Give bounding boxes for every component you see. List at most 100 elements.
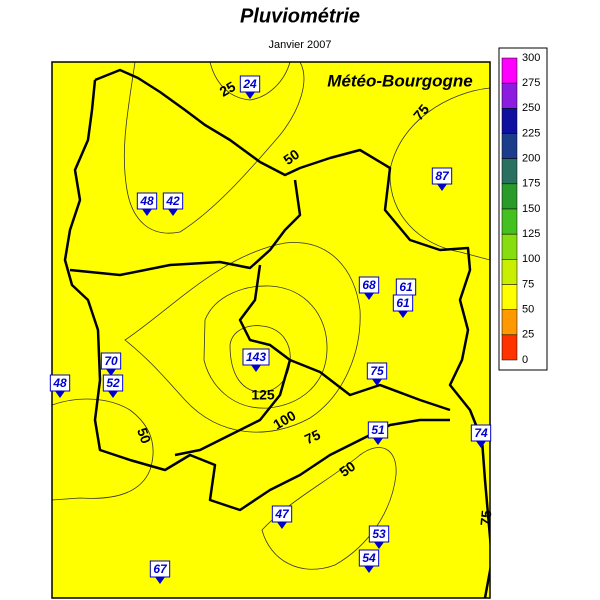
station-pin — [251, 365, 261, 372]
station: 87 — [431, 167, 453, 191]
legend-label: 125 — [522, 228, 540, 240]
station-pin — [373, 438, 383, 445]
station-value: 48 — [52, 376, 67, 390]
station-value: 61 — [399, 280, 413, 294]
legend-swatch — [501, 284, 518, 310]
legend-label: 225 — [522, 127, 540, 139]
station: 53 — [368, 525, 390, 549]
legend-swatch — [501, 259, 518, 285]
region-border — [63, 79, 450, 512]
station: 42 — [162, 192, 184, 216]
station-value: 143 — [246, 350, 266, 364]
station: 61 — [392, 294, 414, 318]
station-value: 70 — [104, 354, 118, 368]
station-pin — [398, 311, 408, 318]
legend-label: 275 — [522, 77, 540, 89]
station-box — [431, 167, 453, 185]
legend-swatch — [501, 183, 518, 210]
legend-label: 250 — [522, 102, 540, 114]
legend-swatch — [501, 158, 518, 185]
station-box — [358, 549, 380, 567]
station-box — [392, 294, 414, 312]
legend-swatch — [501, 57, 518, 84]
station-value: 54 — [362, 551, 376, 565]
station-box — [149, 560, 171, 578]
station: 51 — [367, 421, 389, 445]
zone-0-25 — [209, 62, 291, 101]
zone-25-50 — [52, 398, 154, 501]
station-pin — [168, 209, 178, 216]
station-pin — [277, 522, 287, 529]
station-value: 47 — [274, 507, 290, 521]
legend-swatch — [501, 334, 518, 361]
brand: Météo-Bourgogne — [327, 71, 472, 90]
station-box — [242, 348, 270, 366]
zone-75-100 — [124, 242, 361, 433]
station: 24 — [239, 75, 261, 99]
legend-swatch — [501, 133, 518, 159]
station: 68 — [358, 276, 380, 300]
station-value: 51 — [371, 423, 385, 437]
legend-label: 175 — [522, 178, 540, 190]
station-box — [470, 424, 492, 442]
station: 74 — [470, 424, 492, 448]
station-value: 48 — [139, 194, 154, 208]
contour-label: 75 — [302, 426, 323, 447]
station-value: 68 — [362, 278, 376, 292]
station-box — [358, 276, 380, 294]
zone-25-50 — [261, 447, 397, 570]
station: 143 — [242, 348, 270, 372]
station: 47 — [271, 505, 293, 529]
legend-swatch — [501, 233, 518, 260]
department-border — [174, 359, 292, 457]
station-pin — [437, 184, 447, 191]
station-pin — [155, 577, 165, 584]
station-value: 52 — [106, 376, 120, 390]
station: 52 — [102, 374, 124, 398]
legend-label: 150 — [522, 203, 540, 215]
legend-label: 25 — [522, 329, 534, 341]
station-value: 61 — [396, 296, 410, 310]
station-box — [368, 525, 390, 543]
contour-label: 75 — [477, 509, 494, 526]
station-pin — [476, 441, 486, 448]
station: 54 — [358, 549, 380, 573]
legend-swatch — [501, 82, 518, 109]
station-box — [239, 75, 261, 93]
legend-label: 0 — [522, 354, 528, 366]
station-pin — [55, 391, 65, 398]
legend-label: 75 — [522, 278, 534, 290]
legend-swatch — [501, 108, 518, 134]
station-box — [49, 374, 71, 392]
station: 67 — [149, 560, 171, 584]
station-value: 24 — [242, 77, 257, 91]
legend-swatch — [501, 309, 518, 336]
station-value: 75 — [370, 364, 384, 378]
station-box — [162, 192, 184, 210]
map-frame — [51, 61, 491, 599]
station: 75 — [366, 362, 388, 386]
station-pin — [142, 209, 152, 216]
station-box — [366, 362, 388, 380]
zone-100-125 — [203, 285, 328, 409]
region-border — [94, 68, 490, 598]
station-box — [100, 352, 122, 370]
legend-label: 100 — [522, 253, 540, 265]
legend-label: 300 — [522, 52, 540, 64]
title: Pluviométrie — [240, 5, 360, 27]
station-pin — [364, 566, 374, 573]
subtitle: Janvier 2007 — [269, 39, 332, 51]
stations: 24 48 42 87 68 61 61 143 70 52 48 75 51 74 47 53 54 67 — [49, 75, 492, 584]
station-box — [136, 192, 158, 210]
contour-label: 125 — [251, 387, 275, 403]
zone-25-50 — [123, 62, 305, 234]
station-value: 53 — [372, 527, 386, 541]
station-pin — [245, 92, 255, 99]
station: 70 — [100, 352, 122, 376]
station: 48 — [49, 374, 71, 398]
station: 48 — [136, 192, 158, 216]
station-pin — [108, 391, 118, 398]
station-value: 74 — [474, 426, 488, 440]
